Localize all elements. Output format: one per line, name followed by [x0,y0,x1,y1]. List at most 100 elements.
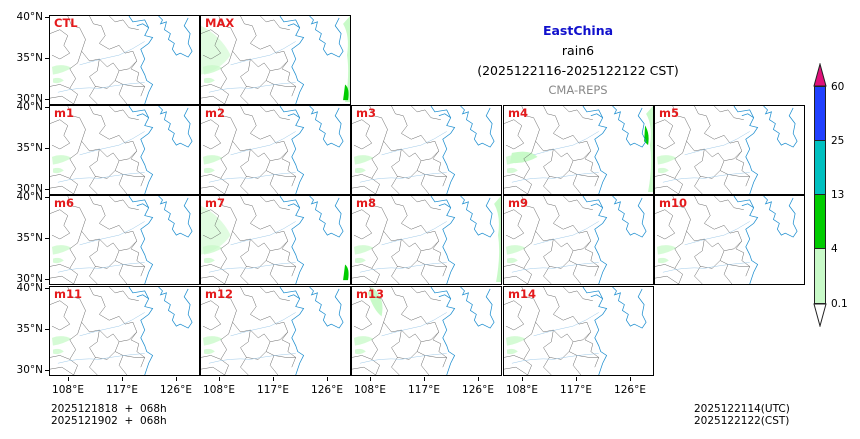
map-panel-m8: m8 [351,195,502,285]
colorbar-label: 60 [831,81,845,93]
colorbar-segment-13-25 [814,140,826,195]
lon-tick-label: 108°E [506,384,538,396]
lon-tick [522,377,523,381]
map-panel-m9: m9 [503,195,654,285]
lon-tick [370,377,371,381]
lat-tick-label: 35°N [16,52,43,64]
lat-tick-label: 30°N [16,93,43,105]
lon-tick [122,377,123,381]
basemap [201,16,350,104]
lat-tick [45,189,49,190]
panel-label: MAX [205,16,235,30]
lon-tick-label: 108°E [203,384,235,396]
lat-tick [45,58,49,59]
lat-tick-label: 30°N [16,364,43,376]
panel-label: m14 [508,287,536,301]
map-panel-m7: m7 [200,195,351,285]
lat-tick [45,329,49,330]
colorbar-label: 25 [831,135,845,147]
map-panel-m4: m4 [503,105,654,195]
basemap [655,196,798,284]
lat-tick-label: 40°N [16,101,43,113]
panel-label: m9 [508,196,528,210]
colorbar-segment-0.1-4 [814,248,826,304]
panel-label: m1 [54,106,74,120]
init-time-utc: 2025121818 + 068h [51,403,167,415]
period-title: (2025122116-2025122122 CST) [477,63,679,78]
variable-title: rain6 [561,43,595,58]
map-panel-ctl: CTL [49,15,200,105]
basemap [352,106,495,194]
lon-tick [630,377,631,381]
lat-tick-label: 40°N [16,282,43,294]
map-panel-m5: m5 [654,105,805,195]
basemap [50,196,193,284]
panel-label: m5 [659,106,679,120]
colorbar-label: 4 [831,243,838,255]
basemap [504,287,647,375]
lat-tick [45,99,49,100]
basemap [655,106,798,194]
panel-label: m3 [356,106,376,120]
map-panel-m13: m13 [351,286,502,376]
model-title: CMA-REPS [548,83,608,97]
lat-tick-label: 35°N [16,232,43,244]
map-panel-m2: m2 [200,105,351,195]
panel-label: m4 [508,106,528,120]
panel-label: m7 [205,196,225,210]
basemap [201,106,344,194]
basemap [50,106,193,194]
lon-tick [273,377,274,381]
colorbar-segment-25-60 [814,86,826,141]
lon-tick [68,377,69,381]
panel-label: CTL [54,16,78,30]
lon-tick [478,377,479,381]
map-panel-m6: m6 [49,195,200,285]
valid-time-cst: 2025122122(CST) [694,415,790,427]
basemap [50,287,193,375]
lat-tick [45,17,49,18]
lon-tick-label: 108°E [52,384,84,396]
basemap [201,196,349,284]
lon-tick-label: 108°E [354,384,386,396]
map-region-title: EastChina [542,23,614,38]
lon-tick-label: 126°E [311,384,343,396]
valid-time-utc: 2025122114(UTC) [694,403,790,415]
map-panel-m1: m1 [49,105,200,195]
lat-tick [45,148,49,149]
lon-tick-label: 117°E [257,384,289,396]
lat-tick [45,238,49,239]
panel-label: m8 [356,196,376,210]
colorbar-segment-4-13 [814,194,826,249]
panel-label: m10 [659,196,687,210]
colorbar-label: 13 [831,189,845,201]
panel-label: m13 [356,287,384,301]
lat-tick-label: 35°N [16,323,43,335]
map-panel-m11: m11 [49,286,200,376]
lon-tick-label: 117°E [106,384,138,396]
lat-tick [45,279,49,280]
colorbar-over-arrow-icon [813,63,827,87]
lon-tick [219,377,220,381]
basemap [352,287,495,375]
lat-tick-label: 30°N [16,273,43,285]
lon-tick [424,377,425,381]
init-time-cst: 2025121902 + 068h [51,415,167,427]
map-panel-m14: m14 [503,286,654,376]
lon-tick [176,377,177,381]
lat-tick-label: 30°N [16,183,43,195]
lon-tick-label: 117°E [560,384,592,396]
lon-tick-label: 126°E [160,384,192,396]
colorbar-label: 0.1 [831,298,848,310]
basemap [201,287,344,375]
lon-tick-label: 117°E [408,384,440,396]
lat-tick [45,288,49,289]
map-panel-m3: m3 [351,105,502,195]
lat-tick [45,370,49,371]
map-panel-max: MAX [200,15,351,105]
lat-tick [45,107,49,108]
basemap [352,196,501,284]
lon-tick [327,377,328,381]
lon-tick [576,377,577,381]
lat-tick-label: 40°N [16,191,43,203]
